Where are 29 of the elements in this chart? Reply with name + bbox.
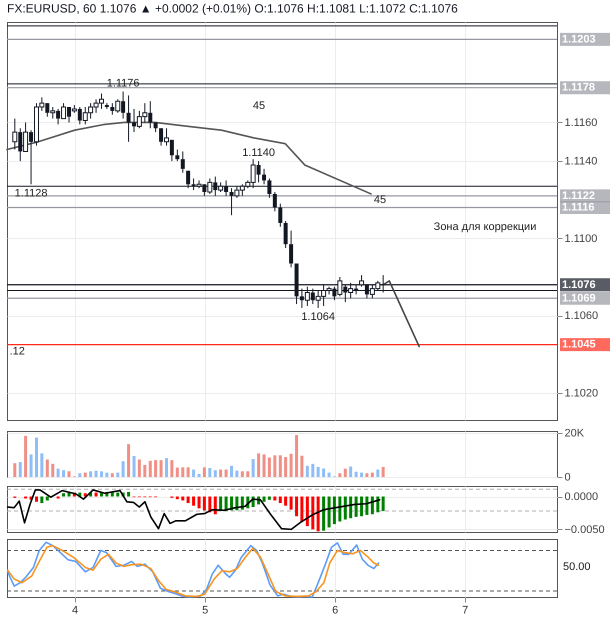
annotation: 1.1128 xyxy=(14,187,48,200)
ref-line-label: 1.1116 xyxy=(562,201,594,214)
y-tick-label: 1.1100 xyxy=(564,232,598,245)
y-tick-label: 1.1140 xyxy=(564,156,598,168)
y-tick-label: 1.1020 xyxy=(564,387,598,400)
ref-line-label: 1.1122 xyxy=(562,190,596,202)
y-tick-label: 0 xyxy=(564,472,571,484)
x-tick-label: 5 xyxy=(202,604,208,616)
ref-line-label: 1.1045 xyxy=(562,338,596,351)
x-tick-label: 7 xyxy=(462,604,468,616)
x-tick-label: 6 xyxy=(332,604,338,616)
x-tick-label: 4 xyxy=(72,604,78,616)
y-tick-label: 1.1060 xyxy=(564,310,598,322)
annotation: 1.1140 xyxy=(242,147,276,160)
ref-line-label: 1.1076 xyxy=(562,278,596,291)
annotation: 1.1064 xyxy=(301,310,335,323)
y-tick-label: 0.0000 xyxy=(564,491,598,504)
y-tick-label: 20K xyxy=(564,428,585,440)
text: 50.00 xyxy=(563,561,591,573)
annotation: .12 xyxy=(10,346,25,358)
annotation: 45 xyxy=(374,194,386,206)
ref-line-label: 1.1069 xyxy=(562,292,596,304)
ref-line-label: 1.1178 xyxy=(562,82,596,94)
annotation: Зона для коррекции xyxy=(434,221,536,233)
chart-title: FX:EURUSD, 60 1.1076 ▲ +0.0002 (+0.01%) O:1.1076 H:1.1081 L:1.1072 C:1.1076 xyxy=(7,2,458,16)
y-tick-label: −0.0050 xyxy=(564,524,605,536)
y-tick-label: 1.1160 xyxy=(564,116,598,129)
ref-line-label: 1.1203 xyxy=(562,33,596,46)
annotation: 45 xyxy=(252,100,266,112)
